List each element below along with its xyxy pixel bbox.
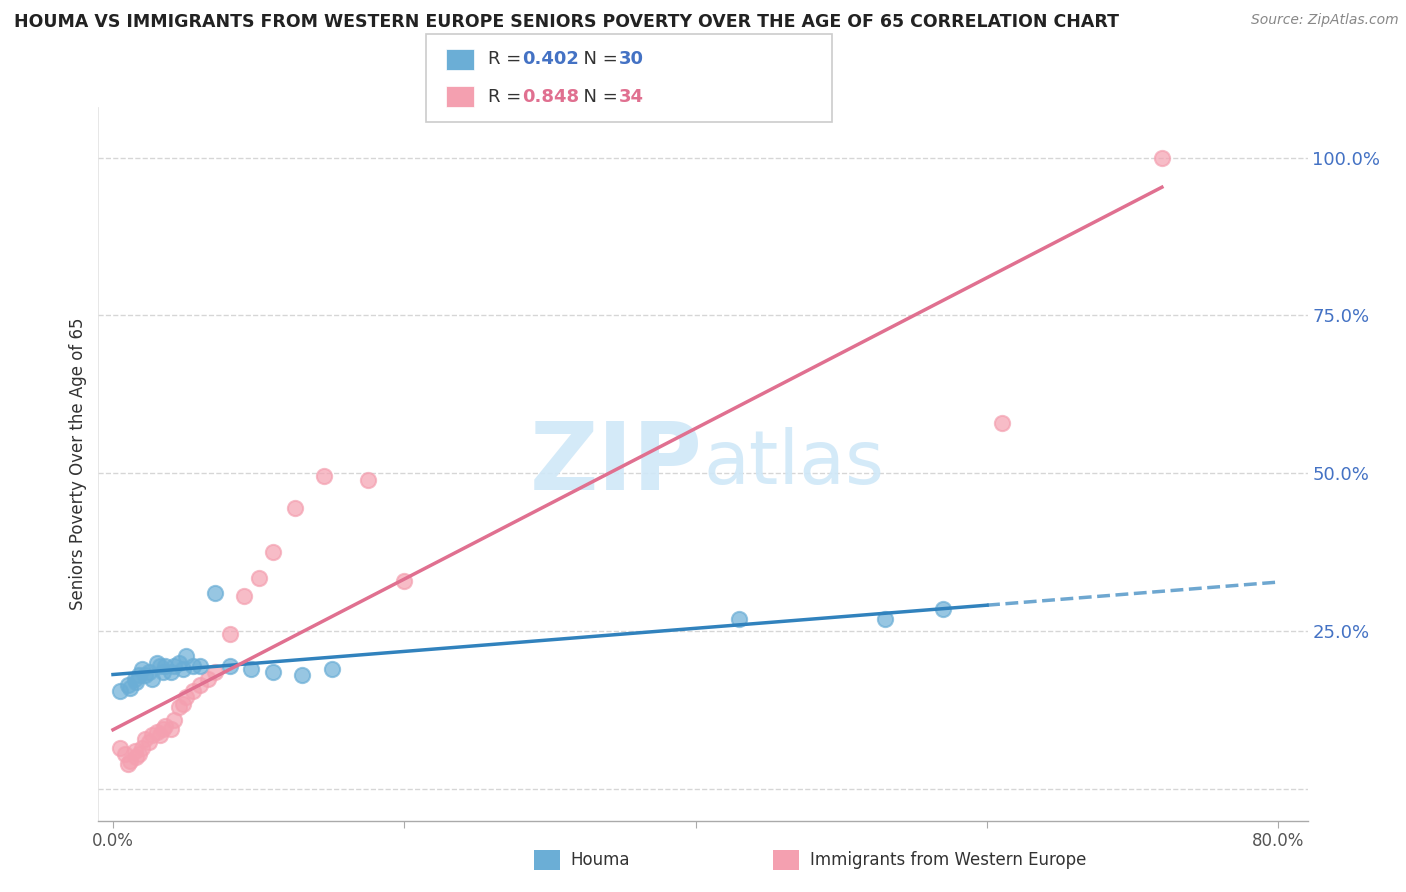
Point <box>240 662 263 676</box>
Point <box>218 627 240 641</box>
Point <box>141 672 163 686</box>
Point <box>128 668 150 682</box>
Point <box>160 722 183 736</box>
Point <box>218 659 240 673</box>
Point <box>117 756 139 771</box>
Point <box>174 690 197 705</box>
Point <box>128 747 150 762</box>
Point <box>155 659 177 673</box>
Point <box>204 665 226 680</box>
Point <box>163 713 186 727</box>
Point <box>125 750 148 764</box>
Text: 34: 34 <box>619 87 644 105</box>
Point <box>131 662 153 676</box>
Point <box>197 672 219 686</box>
Text: R =: R = <box>488 87 527 105</box>
Text: N =: N = <box>572 87 624 105</box>
Point <box>120 681 142 695</box>
Point <box>394 574 416 588</box>
Point <box>181 659 204 673</box>
Point <box>124 672 146 686</box>
Point <box>134 668 156 682</box>
Text: N =: N = <box>572 51 624 69</box>
Text: ZIP: ZIP <box>530 417 703 510</box>
Point <box>134 731 156 746</box>
Point <box>190 659 212 673</box>
Point <box>110 741 132 756</box>
Point <box>167 656 190 670</box>
Text: atlas: atlas <box>703 427 884 500</box>
Point <box>155 719 177 733</box>
Point <box>262 665 284 680</box>
Text: 30: 30 <box>619 51 644 69</box>
Point <box>163 659 186 673</box>
Point <box>124 744 146 758</box>
Point <box>172 697 194 711</box>
Point <box>932 602 955 616</box>
Point <box>138 665 160 680</box>
Point <box>990 416 1012 430</box>
Text: HOUMA VS IMMIGRANTS FROM WESTERN EUROPE SENIORS POVERTY OVER THE AGE OF 65 CORRE: HOUMA VS IMMIGRANTS FROM WESTERN EUROPE … <box>14 13 1119 31</box>
Point <box>117 678 139 692</box>
Point <box>247 570 270 584</box>
Point <box>160 665 183 680</box>
Point <box>152 665 174 680</box>
Point <box>204 586 226 600</box>
Point <box>120 754 142 768</box>
Text: 0.402: 0.402 <box>522 51 578 69</box>
Point <box>145 656 167 670</box>
Point <box>110 684 132 698</box>
Point <box>875 611 897 625</box>
Point <box>141 728 163 742</box>
Point <box>114 747 136 762</box>
Point <box>131 741 153 756</box>
Point <box>291 668 314 682</box>
Point <box>149 728 172 742</box>
Point <box>357 473 380 487</box>
Text: Immigrants from Western Europe: Immigrants from Western Europe <box>810 851 1087 869</box>
Point <box>1150 151 1173 165</box>
Point <box>233 590 256 604</box>
Text: Houma: Houma <box>571 851 630 869</box>
Point <box>172 662 194 676</box>
Point <box>145 725 167 739</box>
Text: Source: ZipAtlas.com: Source: ZipAtlas.com <box>1251 13 1399 28</box>
Point <box>125 674 148 689</box>
Point <box>138 735 160 749</box>
Point <box>262 545 284 559</box>
Y-axis label: Seniors Poverty Over the Age of 65: Seniors Poverty Over the Age of 65 <box>69 318 87 610</box>
Point <box>728 611 751 625</box>
Point <box>152 722 174 736</box>
Point <box>167 700 190 714</box>
Point <box>314 469 336 483</box>
Point <box>190 678 212 692</box>
Text: R =: R = <box>488 51 527 69</box>
Point <box>321 662 343 676</box>
Point <box>181 684 204 698</box>
Point <box>174 649 197 664</box>
Text: 0.848: 0.848 <box>522 87 579 105</box>
Point <box>284 501 307 516</box>
Point <box>149 659 172 673</box>
